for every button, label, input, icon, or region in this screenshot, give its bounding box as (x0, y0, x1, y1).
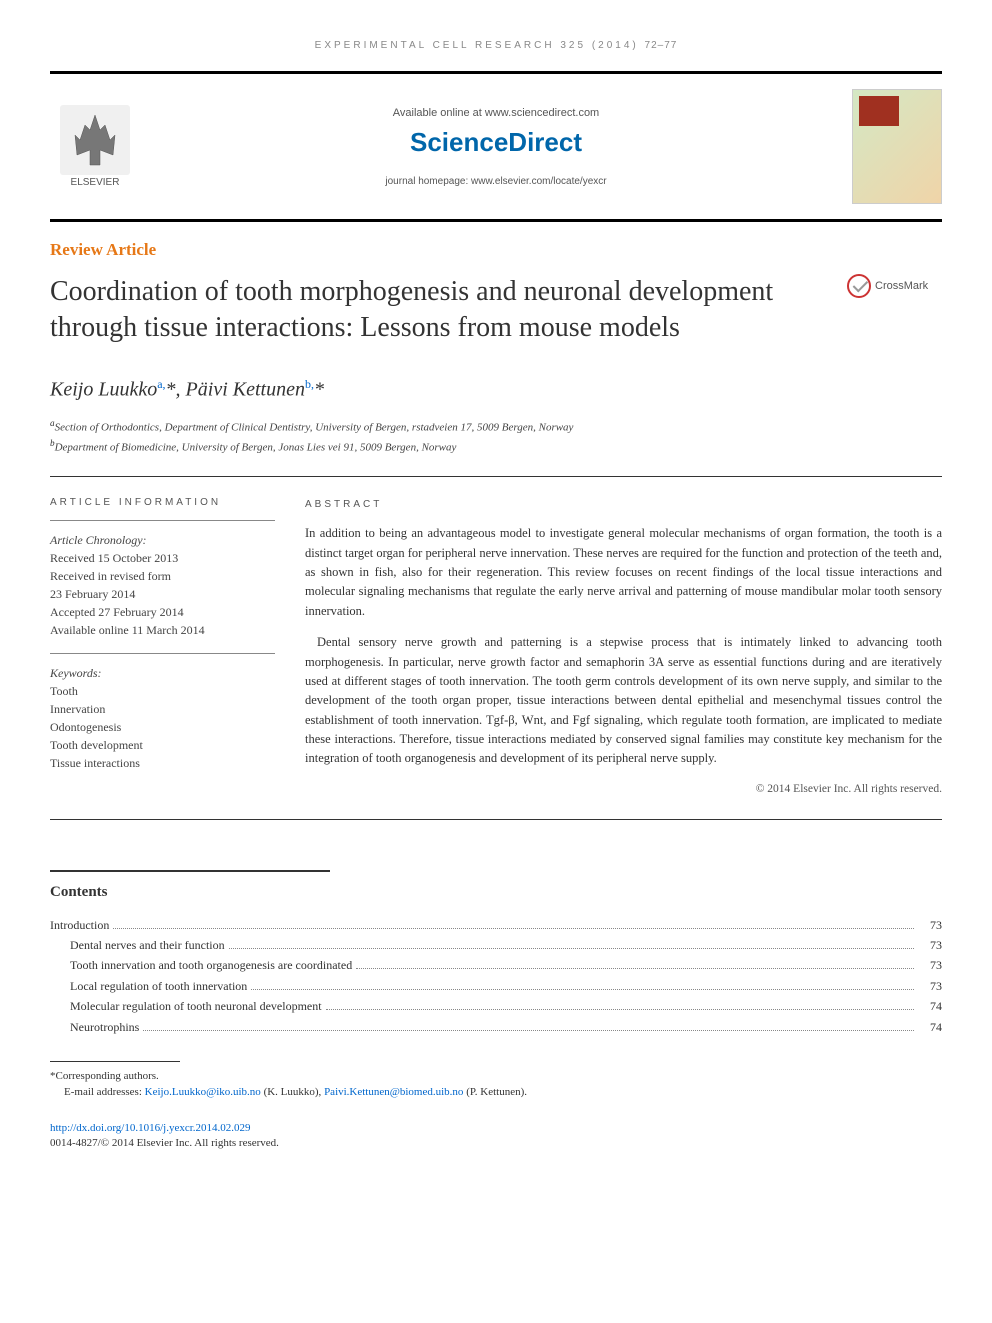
toc-page: 74 (918, 1017, 942, 1037)
doi-link[interactable]: http://dx.doi.org/10.1016/j.yexcr.2014.0… (50, 1122, 251, 1134)
article-body: ARTICLE INFORMATION Article Chronology: … (50, 497, 942, 799)
corresponding-note: *Corresponding authors. (50, 1068, 942, 1085)
authors-line: Keijo Luukkoa,*, Päivi Kettunenb,* (50, 377, 942, 402)
toc-page: 73 (918, 935, 942, 955)
toc-page: 73 (918, 915, 942, 935)
date-revised-2: 23 February 2014 (50, 585, 275, 603)
elsevier-name: ELSEVIER (71, 177, 120, 188)
toc-dots (229, 938, 914, 949)
rh-pages: 72–77 (645, 40, 678, 51)
rh-vol: 325 (560, 40, 586, 51)
keyword-item: Innervation (50, 700, 275, 718)
toc-dots (143, 1020, 914, 1031)
abstract-p1: In addition to being an advantageous mod… (305, 524, 942, 621)
toc-dots (326, 999, 914, 1010)
article-type-label: Review Article (50, 240, 942, 260)
toc-item[interactable]: Neurotrophins 74 (50, 1017, 942, 1037)
affiliations: aSection of Orthodontics, Department of … (50, 417, 942, 455)
toc-page: 74 (918, 996, 942, 1016)
chronology-label: Article Chronology: (50, 531, 275, 549)
abstract-label: ABSTRACT (305, 497, 942, 513)
email-link-1[interactable]: Keijo.Luukko@iko.uib.no (145, 1086, 261, 1098)
keywords-block: Keywords: ToothInnervationOdontogenesisT… (50, 653, 275, 772)
date-received: Received 15 October 2013 (50, 549, 275, 567)
affiliation-item: bDepartment of Biomedicine, University o… (50, 437, 942, 456)
date-revised-1: Received in revised form (50, 567, 275, 585)
article-title: Coordination of tooth morphogenesis and … (50, 274, 827, 347)
toc-dots (113, 918, 914, 929)
article-info-sidebar: ARTICLE INFORMATION Article Chronology: … (50, 497, 275, 799)
date-online: Available online 11 March 2014 (50, 621, 275, 639)
contents-divider (50, 870, 330, 872)
toc-page: 73 (918, 955, 942, 975)
keyword-item: Tooth (50, 682, 275, 700)
rh-year: (2014) (592, 40, 639, 51)
divider-top (50, 476, 942, 477)
chronology-block: Article Chronology: Received 15 October … (50, 520, 275, 639)
toc-title: Molecular regulation of tooth neuronal d… (70, 996, 322, 1016)
title-row: Coordination of tooth morphogenesis and … (50, 274, 942, 347)
header-center: Available online at www.sciencedirect.co… (160, 107, 832, 187)
keyword-item: Tissue interactions (50, 754, 275, 772)
abstract: ABSTRACT In addition to being an advanta… (305, 497, 942, 799)
rh-journal: EXPERIMENTAL CELL RESEARCH (315, 40, 555, 51)
toc-dots (356, 959, 914, 970)
journal-cover-thumbnail (852, 89, 942, 204)
email-line: E-mail addresses: Keijo.Luukko@iko.uib.n… (50, 1084, 942, 1101)
toc-dots (251, 979, 914, 990)
toc-item[interactable]: Local regulation of tooth innervation 73 (50, 976, 942, 996)
elsevier-logo: ELSEVIER (50, 99, 140, 194)
affiliation-item: aSection of Orthodontics, Department of … (50, 417, 942, 436)
keyword-item: Tooth development (50, 736, 275, 754)
crossmark-label: CrossMark (875, 280, 928, 292)
available-online-text: Available online at www.sciencedirect.co… (160, 107, 832, 119)
toc-item[interactable]: Dental nerves and their function 73 (50, 935, 942, 955)
date-accepted: Accepted 27 February 2014 (50, 603, 275, 621)
toc-title: Neurotrophins (70, 1017, 139, 1037)
journal-homepage-text: journal homepage: www.elsevier.com/locat… (160, 176, 832, 187)
toc-title: Dental nerves and their function (70, 935, 225, 955)
sciencedirect-logo[interactable]: ScienceDirect (160, 127, 832, 158)
email-name-1: (K. Luukko), (261, 1086, 324, 1098)
abstract-copyright: © 2014 Elsevier Inc. All rights reserved… (305, 781, 942, 799)
toc-title: Tooth innervation and tooth organogenesi… (70, 955, 352, 975)
running-header: EXPERIMENTAL CELL RESEARCH 325 (2014) 72… (50, 40, 942, 51)
elsevier-tree-icon (60, 105, 130, 175)
divider-bottom (50, 819, 942, 820)
contents-heading: Contents (50, 884, 942, 901)
email-name-2: (P. Kettunen). (463, 1086, 527, 1098)
toc-item[interactable]: Introduction 73 (50, 915, 942, 935)
toc-item[interactable]: Molecular regulation of tooth neuronal d… (50, 996, 942, 1016)
toc-title: Local regulation of tooth innervation (70, 976, 247, 996)
toc-item[interactable]: Tooth innervation and tooth organogenesi… (50, 955, 942, 975)
toc: Introduction73Dental nerves and their fu… (50, 915, 942, 1037)
doi-block: http://dx.doi.org/10.1016/j.yexcr.2014.0… (50, 1121, 942, 1152)
toc-title: Introduction (50, 915, 109, 935)
article-info-label: ARTICLE INFORMATION (50, 497, 275, 508)
email-label: E-mail addresses: (64, 1086, 145, 1098)
crossmark-icon (847, 274, 871, 298)
crossmark-badge[interactable]: CrossMark (847, 274, 942, 298)
abstract-p2: Dental sensory nerve growth and patterni… (305, 633, 942, 769)
issn-copyright: 0014-4827/© 2014 Elsevier Inc. All right… (50, 1136, 942, 1151)
keywords-label: Keywords: (50, 664, 275, 682)
footer: *Corresponding authors. E-mail addresses… (50, 1068, 942, 1101)
email-link-2[interactable]: Paivi.Kettunen@biomed.uib.no (324, 1086, 463, 1098)
toc-page: 73 (918, 976, 942, 996)
footer-divider (50, 1061, 180, 1062)
journal-header: ELSEVIER Available online at www.science… (50, 71, 942, 222)
keyword-item: Odontogenesis (50, 718, 275, 736)
